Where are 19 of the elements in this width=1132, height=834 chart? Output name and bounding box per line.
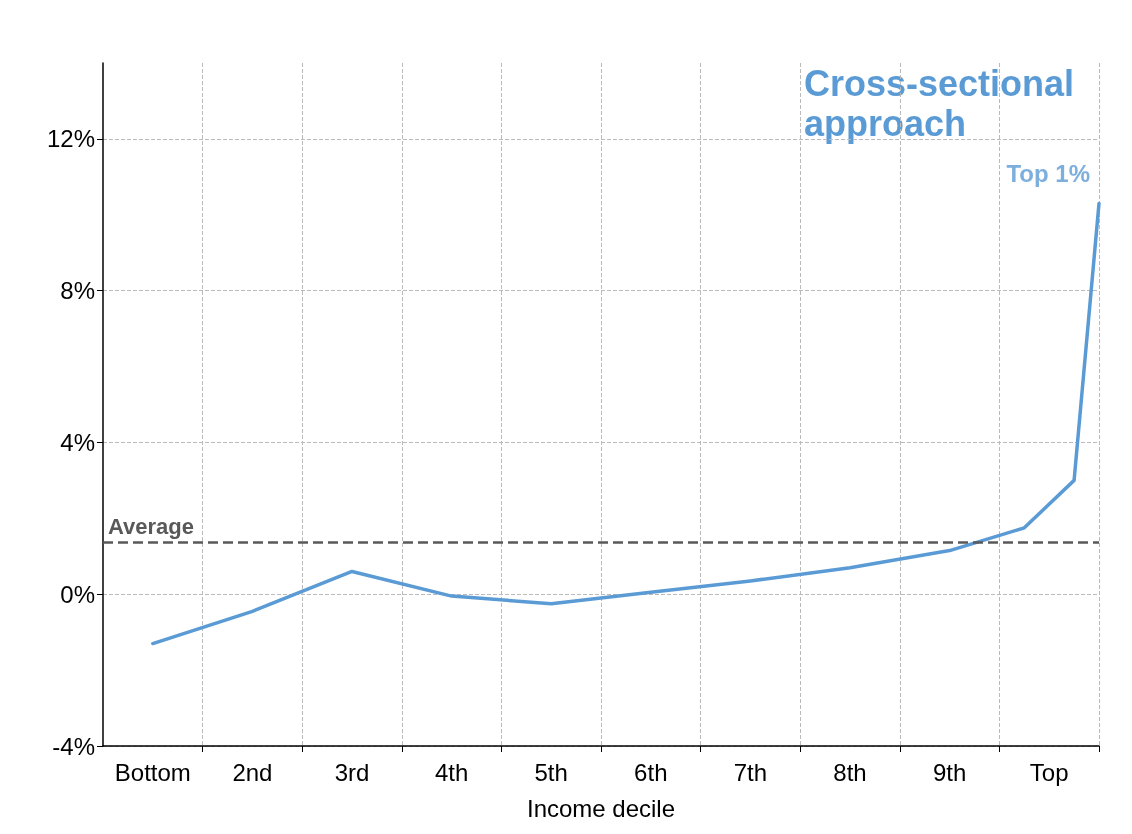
x-tick-label: 5th	[534, 758, 568, 786]
y-tick-label: -4%	[52, 732, 95, 760]
x-tick-label: 8th	[833, 758, 867, 786]
x-tick-label: 9th	[932, 758, 967, 786]
y-tick-label: 12%	[46, 125, 95, 153]
x-tick-label: Bottom	[114, 758, 191, 786]
annotation: Cross-sectional approach	[803, 62, 1075, 144]
y-tick-label: 0%	[60, 580, 95, 608]
x-tick-label: 2nd	[232, 758, 273, 786]
x-tick-label: 4th	[434, 758, 469, 786]
y-tick-label: 8%	[60, 277, 95, 305]
x-tick-label: 7th	[733, 758, 768, 786]
y-tick-label: 4%	[60, 428, 95, 456]
ref-line-label: Average	[108, 513, 195, 539]
x-axis-title: Income decile	[526, 794, 676, 822]
x-tick-label: 6th	[634, 758, 668, 786]
x-tick-label: Top	[1029, 758, 1069, 786]
annotation: Top 1%	[1006, 159, 1090, 187]
x-tick-label: 3rd	[334, 758, 370, 786]
